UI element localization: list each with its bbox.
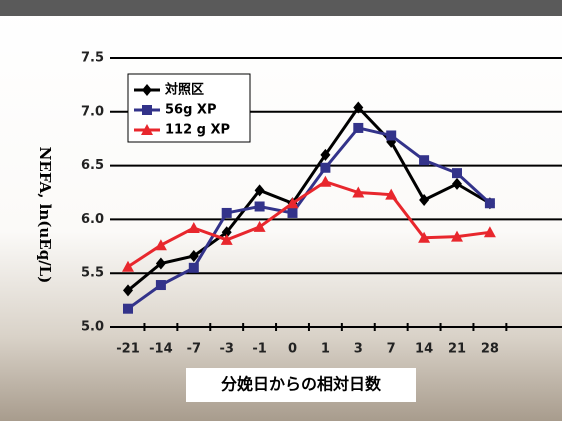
x-axis-label: 分娩日からの相対日数 — [221, 375, 382, 394]
marker — [254, 184, 265, 197]
marker — [155, 257, 166, 270]
marker — [452, 168, 462, 179]
y-tick-label: 5.0 — [81, 320, 104, 335]
marker — [484, 198, 495, 209]
y-tick-label: 6.0 — [81, 212, 104, 227]
marker — [286, 197, 299, 209]
marker — [188, 262, 199, 273]
marker — [188, 249, 199, 262]
series-line — [127, 180, 491, 268]
marker — [123, 303, 133, 314]
marker — [418, 231, 431, 243]
marker — [483, 226, 496, 238]
marker — [452, 177, 462, 190]
x-tick-label: 7 — [387, 342, 396, 357]
marker — [221, 207, 232, 218]
x-tick-label: 3 — [354, 342, 363, 357]
x-tick-label: -7 — [187, 342, 201, 357]
series-line — [127, 105, 491, 292]
x-tick-label: 14 — [415, 342, 433, 357]
marker — [142, 105, 152, 115]
marker — [419, 194, 430, 207]
marker — [142, 84, 152, 96]
top-bar — [0, 0, 562, 16]
legend-label: 112 g XP — [165, 123, 230, 138]
x-tick-label: -14 — [149, 342, 173, 357]
marker — [122, 260, 134, 272]
y-tick-label: 7.0 — [81, 104, 104, 119]
legend-label: 対照区 — [164, 82, 204, 98]
marker — [220, 233, 233, 245]
marker — [353, 122, 364, 133]
x-tick-label: 28 — [481, 342, 499, 357]
marker — [254, 201, 265, 212]
marker — [419, 155, 430, 166]
marker — [385, 188, 398, 200]
marker — [155, 280, 166, 291]
marker — [386, 130, 397, 141]
y-axis-label: NEFA, ln(uEq/L) — [36, 147, 54, 284]
x-tick-label: -3 — [219, 342, 233, 357]
marker — [287, 207, 298, 218]
series-line — [127, 126, 491, 310]
marker — [123, 284, 133, 297]
y-tick-label: 7.5 — [81, 51, 104, 66]
x-label-box — [186, 368, 416, 402]
x-tick-label: 1 — [321, 342, 330, 357]
y-tick-label: 5.5 — [81, 266, 104, 281]
marker — [320, 148, 331, 161]
marker — [253, 220, 266, 232]
marker — [451, 230, 463, 242]
marker — [319, 175, 332, 187]
x-tick-label: -1 — [252, 342, 266, 357]
marker — [187, 222, 200, 234]
marker — [353, 101, 364, 114]
legend-label: 56g XP — [165, 103, 216, 118]
y-tick-label: 6.5 — [81, 158, 104, 173]
marker — [141, 124, 153, 135]
marker — [221, 226, 232, 239]
marker — [352, 186, 365, 198]
x-tick-label: -21 — [116, 342, 140, 357]
marker — [320, 162, 331, 173]
x-tick-label: 0 — [288, 342, 297, 357]
x-tick-label: 21 — [448, 342, 466, 357]
marker — [154, 239, 167, 251]
